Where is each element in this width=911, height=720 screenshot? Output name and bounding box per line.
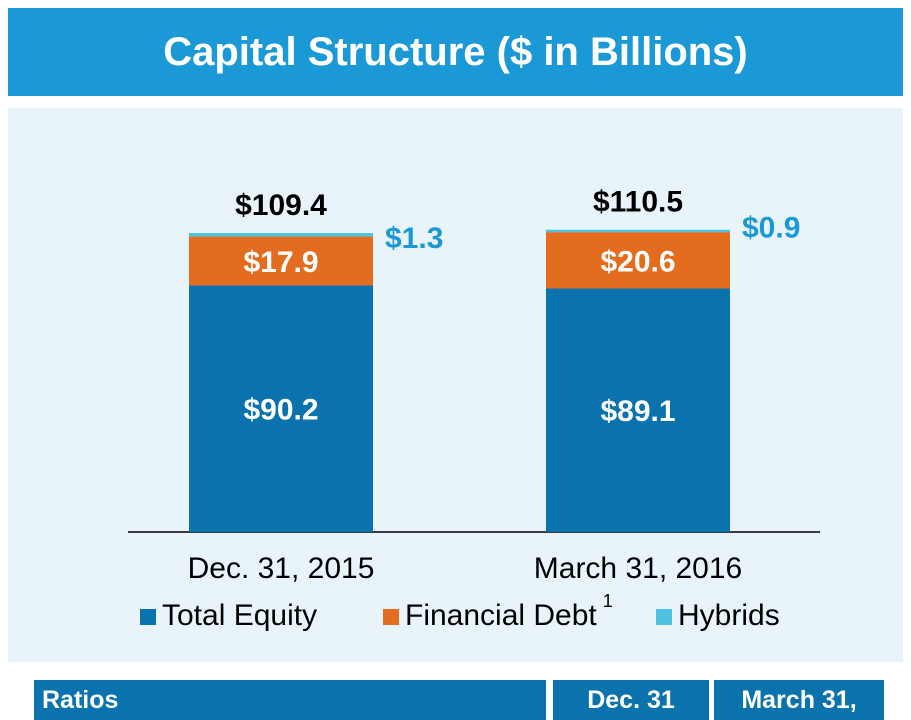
data-label-financial-debt-2: $20.6 (600, 245, 675, 278)
ratios-column-march-31: March 31, (714, 680, 884, 720)
bar-total-equity-1 (189, 285, 373, 532)
data-label-hybrids-1: $1.3 (385, 222, 443, 255)
total-label-1: $109.4 (235, 189, 327, 222)
data-label-total-equity-1: $90.2 (243, 394, 318, 427)
legend-swatch-financial-debt (383, 609, 399, 625)
legend-label-hybrids: Hybrids (678, 599, 780, 632)
bar-hybrids-1 (189, 233, 373, 237)
data-label-hybrids-2: $0.9 (742, 212, 800, 245)
ratios-column-dec-31: Dec. 31 (553, 680, 709, 720)
bar-financial-debt-1 (189, 236, 373, 286)
bar-hybrids-2 (546, 229, 730, 233)
legend-swatch-hybrids (656, 609, 672, 625)
capital-structure-chart: $90.2 $17.9 $1.3 $109.4 Dec. 31, 2015 $89.1 $2… (128, 186, 820, 632)
chart-panel: $90.2 $17.9 $1.3 $109.4 Dec. 31, 2015 $89.1 $2… (8, 108, 903, 662)
ratios-table-header: Ratios Dec. 31 March 31, (0, 662, 911, 720)
legend-footnote-marker: 1 (603, 591, 613, 611)
chart-title: Capital Structure ($ in Billions) (163, 29, 748, 74)
ratios-header-label: Ratios (34, 680, 546, 720)
bar-financial-debt-2 (546, 232, 730, 289)
legend-label-total-equity: Total Equity (162, 599, 317, 632)
bar-total-equity-2 (546, 288, 730, 532)
page-title: Capital Structure ($ in Billions) (8, 8, 903, 96)
data-label-financial-debt-1: $17.9 (243, 246, 318, 279)
legend-swatch-total-equity (140, 609, 156, 625)
total-label-2: $110.5 (593, 186, 683, 219)
legend-label-financial-debt: Financial Debt (405, 599, 597, 632)
x-tick-label-2: March 31, 2016 (534, 552, 742, 585)
x-tick-label-1: Dec. 31, 2015 (188, 552, 375, 585)
data-label-total-equity-2: $89.1 (600, 395, 675, 428)
